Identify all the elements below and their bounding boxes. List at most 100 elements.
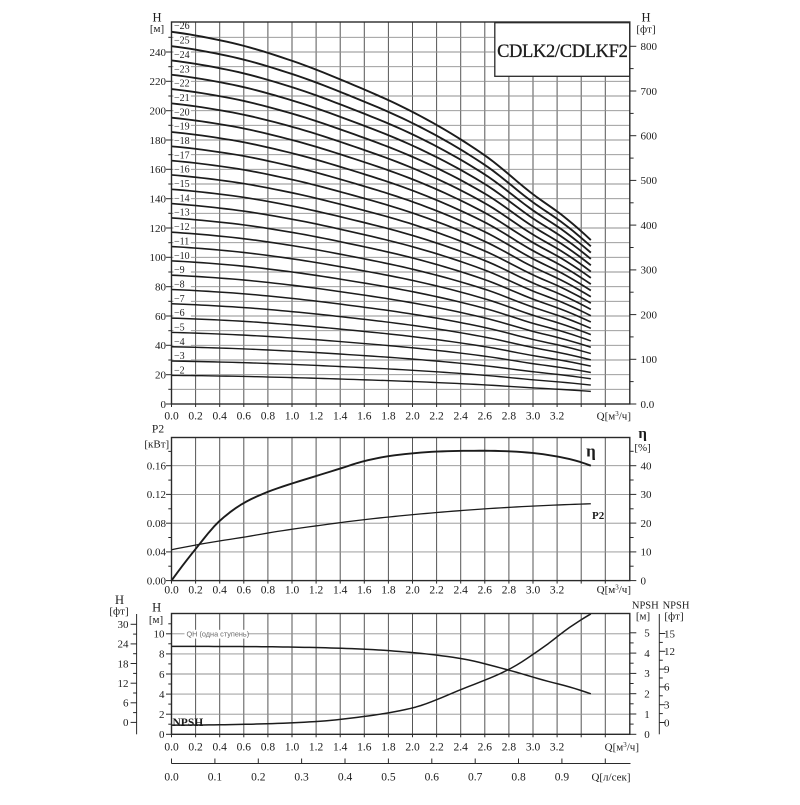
svg-text:400: 400 <box>641 220 658 232</box>
svg-text:300: 300 <box>641 265 658 277</box>
svg-text:80: 80 <box>155 282 167 294</box>
svg-text:0: 0 <box>159 729 165 741</box>
svg-text:2.8: 2.8 <box>502 741 517 753</box>
svg-text:3.2: 3.2 <box>550 741 565 753</box>
svg-text:0.16: 0.16 <box>147 461 167 473</box>
svg-text:−18: −18 <box>174 136 190 147</box>
svg-text:0.2: 0.2 <box>188 584 203 596</box>
svg-text:2.2: 2.2 <box>429 741 444 753</box>
svg-text:1.8: 1.8 <box>381 410 396 422</box>
svg-text:[фт]: [фт] <box>664 611 683 623</box>
svg-text:H: H <box>641 11 650 25</box>
svg-text:1.0: 1.0 <box>285 741 300 753</box>
svg-text:3.0: 3.0 <box>526 584 541 596</box>
svg-text:2.2: 2.2 <box>429 410 444 422</box>
svg-text:[кВт]: [кВт] <box>144 438 169 450</box>
svg-text:0.8: 0.8 <box>511 772 526 784</box>
svg-text:8: 8 <box>159 649 165 661</box>
svg-text:1.8: 1.8 <box>381 584 396 596</box>
svg-text:CDLK2/CDLKF2: CDLK2/CDLKF2 <box>497 42 628 62</box>
svg-text:NPSH: NPSH <box>632 600 659 611</box>
svg-text:−12: −12 <box>174 222 190 233</box>
svg-text:−16: −16 <box>174 165 190 176</box>
svg-text:15: 15 <box>664 628 676 640</box>
svg-text:−25: −25 <box>174 36 190 47</box>
svg-text:2.4: 2.4 <box>454 741 469 753</box>
svg-text:3.0: 3.0 <box>526 741 541 753</box>
svg-text:500: 500 <box>641 175 658 187</box>
svg-text:0: 0 <box>123 717 129 729</box>
svg-text:2.0: 2.0 <box>405 741 420 753</box>
svg-text:0.0: 0.0 <box>164 741 179 753</box>
svg-text:1.2: 1.2 <box>309 584 324 596</box>
svg-text:3.2: 3.2 <box>550 410 565 422</box>
svg-text:1.6: 1.6 <box>357 410 372 422</box>
svg-text:Q[м3/ч]: Q[м3/ч] <box>605 741 639 754</box>
svg-text:−10: −10 <box>174 251 190 262</box>
svg-text:−3: −3 <box>174 351 185 362</box>
svg-text:0: 0 <box>644 729 650 741</box>
svg-text:2.6: 2.6 <box>478 410 493 422</box>
svg-text:600: 600 <box>641 131 658 143</box>
svg-text:NPSH: NPSH <box>663 600 690 611</box>
svg-text:[%]: [%] <box>634 442 651 454</box>
svg-text:1.4: 1.4 <box>333 741 348 753</box>
svg-text:3: 3 <box>664 700 670 712</box>
svg-text:2.6: 2.6 <box>478 584 493 596</box>
svg-text:0.0: 0.0 <box>164 584 179 596</box>
svg-text:0.7: 0.7 <box>468 772 483 784</box>
svg-text:−23: −23 <box>174 64 190 75</box>
svg-text:−26: −26 <box>174 21 190 32</box>
svg-text:Q[м3/ч]: Q[м3/ч] <box>597 410 631 423</box>
svg-text:η: η <box>586 442 596 461</box>
svg-text:5: 5 <box>644 628 650 640</box>
svg-text:0.5: 0.5 <box>381 772 396 784</box>
svg-text:H: H <box>152 11 161 25</box>
svg-text:0.6: 0.6 <box>237 741 252 753</box>
svg-text:0.8: 0.8 <box>261 584 276 596</box>
svg-text:0.8: 0.8 <box>261 741 276 753</box>
svg-text:200: 200 <box>641 309 658 321</box>
svg-text:1.8: 1.8 <box>381 741 396 753</box>
svg-text:40: 40 <box>641 461 653 473</box>
svg-text:18: 18 <box>118 658 130 670</box>
svg-text:[м]: [м] <box>149 614 163 626</box>
svg-text:6: 6 <box>123 698 129 710</box>
svg-text:0.04: 0.04 <box>147 547 167 559</box>
svg-text:−6: −6 <box>174 308 185 319</box>
svg-text:220: 220 <box>150 76 167 88</box>
svg-text:3.0: 3.0 <box>526 410 541 422</box>
svg-text:1.0: 1.0 <box>285 410 300 422</box>
svg-text:6: 6 <box>664 682 670 694</box>
svg-text:3: 3 <box>644 668 650 680</box>
svg-text:4: 4 <box>159 689 165 701</box>
svg-text:P2: P2 <box>152 424 164 436</box>
svg-text:700: 700 <box>641 86 658 98</box>
svg-text:0.8: 0.8 <box>261 410 276 422</box>
svg-text:H: H <box>152 601 161 615</box>
svg-text:[фт]: [фт] <box>109 606 128 618</box>
svg-text:0.00: 0.00 <box>147 575 167 587</box>
svg-text:0.3: 0.3 <box>294 772 309 784</box>
svg-text:[фт]: [фт] <box>636 24 655 36</box>
svg-text:120: 120 <box>150 223 167 235</box>
svg-text:−8: −8 <box>174 279 185 290</box>
svg-text:4: 4 <box>644 648 650 660</box>
svg-text:2.8: 2.8 <box>502 410 517 422</box>
svg-text:−2: −2 <box>174 366 185 377</box>
svg-text:0.1: 0.1 <box>208 772 223 784</box>
svg-text:0.08: 0.08 <box>147 518 167 530</box>
svg-text:0.0: 0.0 <box>164 772 179 784</box>
svg-text:24: 24 <box>118 639 130 651</box>
svg-text:140: 140 <box>150 194 167 206</box>
svg-text:0: 0 <box>161 399 167 411</box>
svg-text:−17: −17 <box>174 150 190 161</box>
svg-text:0.4: 0.4 <box>338 772 353 784</box>
svg-text:−15: −15 <box>174 179 190 190</box>
svg-text:0: 0 <box>664 717 670 729</box>
svg-text:0.0: 0.0 <box>164 410 179 422</box>
svg-text:1.6: 1.6 <box>357 741 372 753</box>
svg-text:−21: −21 <box>174 93 190 104</box>
svg-text:0.6: 0.6 <box>425 772 440 784</box>
svg-text:0.2: 0.2 <box>251 772 266 784</box>
